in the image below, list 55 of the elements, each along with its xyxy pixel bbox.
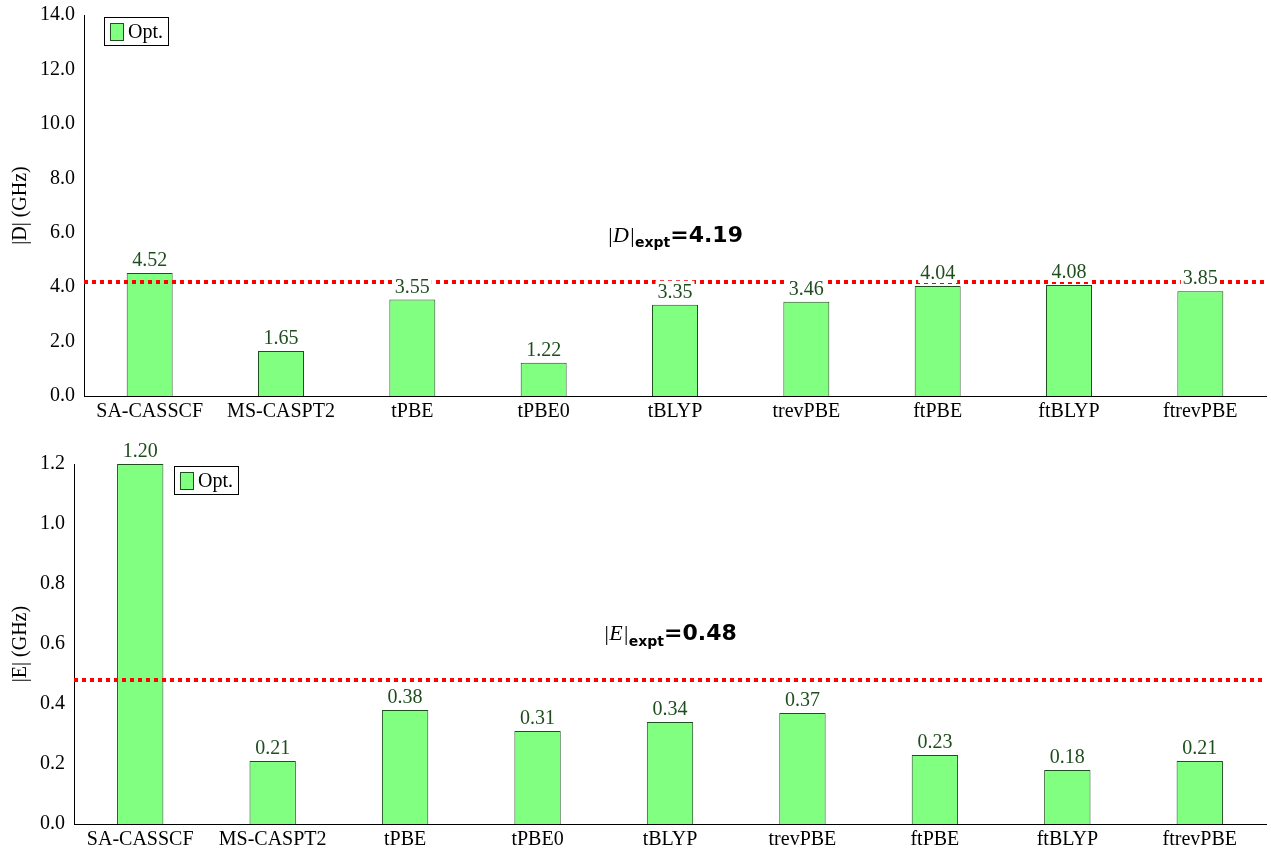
y-axis-title: |E| (GHz)	[8, 605, 32, 683]
y-tick-label: 0.0	[50, 383, 75, 406]
data-label: 3.85	[1182, 266, 1218, 289]
y-tick-label: 4.0	[50, 274, 75, 297]
y-tick-label: 8.0	[50, 165, 75, 188]
x-tick-label: MS-CASPT2	[218, 827, 327, 850]
y-tick-label: 2.0	[50, 328, 75, 351]
y-tick-label: 1.0	[40, 511, 65, 534]
x-tick-label: tBLYP	[647, 399, 703, 422]
x-tick-label: MS-CASPT2	[227, 399, 335, 422]
x-tick-label: SA-CASSCF	[96, 399, 204, 422]
y-tick-label: 6.0	[50, 219, 75, 242]
y-tick-label: 12.0	[40, 56, 75, 79]
x-tick-label: ftBLYP	[1036, 827, 1099, 850]
x-tick-label: ftPBE	[910, 827, 960, 850]
x-tick-label: ftrevPBE	[1163, 399, 1238, 422]
data-label: 3.35	[657, 280, 693, 303]
data-label: 4.04	[920, 261, 956, 284]
legend-label: Opt.	[128, 20, 163, 43]
y-axis-title: |D| (GHz)	[8, 166, 32, 245]
x-tick-label: SA-CASSCF	[86, 827, 194, 850]
data-label: 0.18	[1049, 745, 1085, 768]
x-tick-label: tPBE0	[511, 827, 564, 850]
y-tick-label: 14.0	[40, 2, 75, 25]
data-label: 0.31	[520, 706, 556, 729]
x-tick-label: trevPBE	[768, 827, 837, 850]
data-label: 1.22	[526, 338, 562, 361]
x-tick-label: tPBE0	[517, 399, 570, 422]
x-tick-label: tPBE	[391, 399, 434, 422]
data-label: 0.37	[784, 688, 820, 711]
data-label: 0.21	[255, 736, 291, 759]
legend-label: Opt.	[198, 469, 233, 492]
data-label: 4.52	[132, 248, 168, 271]
x-tick-label: ftBLYP	[1038, 399, 1100, 422]
data-label: 3.46	[788, 277, 824, 300]
data-label: 0.23	[917, 730, 953, 753]
y-tick-label: 0.8	[40, 571, 65, 594]
data-label: 0.34	[652, 697, 688, 720]
data-label: 0.38	[387, 685, 423, 708]
data-label: 3.55	[394, 274, 430, 297]
y-tick-label: 0.2	[40, 751, 65, 774]
data-label: 1.65	[263, 326, 299, 349]
x-tick-label: ftrevPBE	[1162, 827, 1237, 850]
x-tick-label: tPBE	[383, 827, 427, 850]
x-tick-label: trevPBE	[772, 399, 841, 422]
data-label: 0.21	[1182, 736, 1218, 759]
y-tick-label: 1.2	[40, 451, 65, 474]
y-tick-label: 0.4	[40, 691, 65, 714]
y-tick-label: 10.0	[40, 111, 75, 134]
y-tick-label: 0.6	[40, 631, 65, 654]
data-label: 4.08	[1051, 260, 1087, 283]
x-tick-label: tBLYP	[642, 827, 698, 850]
data-label: 1.20	[122, 439, 158, 462]
x-tick-label: ftPBE	[913, 399, 963, 422]
y-tick-label: 0.0	[40, 811, 65, 834]
